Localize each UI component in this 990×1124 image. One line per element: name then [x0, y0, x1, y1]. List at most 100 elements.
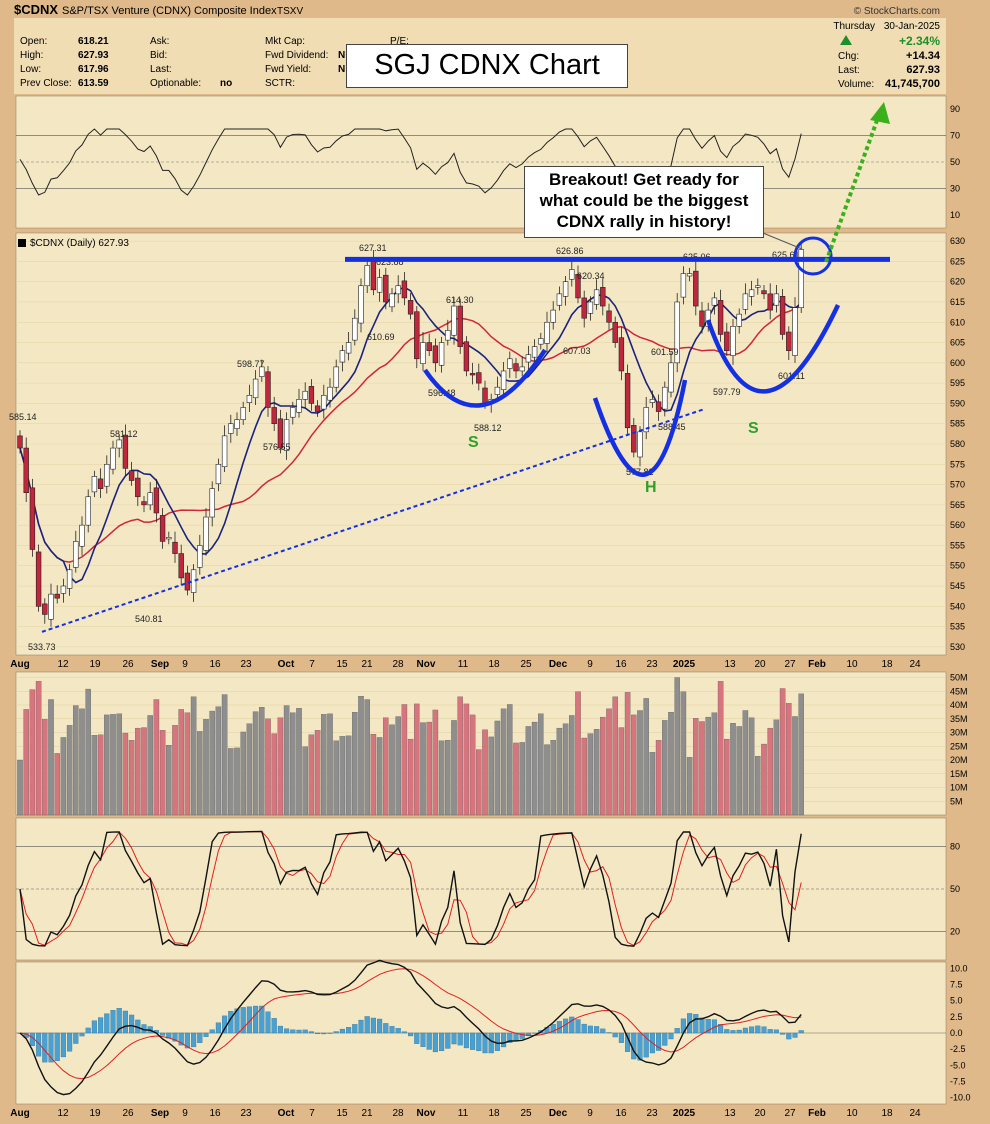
volume-bar [432, 709, 439, 816]
macd-histogram-bar [110, 1010, 116, 1034]
macd-tick-label: 5.0 [950, 996, 963, 1006]
candle-up [327, 386, 333, 401]
volume-bar [525, 726, 532, 816]
x-tick-label: Dec [549, 1108, 568, 1119]
volume-bar [209, 710, 215, 816]
volume-tick-label: 35M [950, 714, 968, 724]
macd-histogram-bar [662, 1032, 668, 1046]
header-fields-mid: Ask: Bid: Last: Optionable: no [150, 36, 232, 89]
candle-down [135, 477, 141, 498]
macd-histogram-bar [259, 1005, 265, 1034]
x-tick-label: Sep [151, 659, 169, 670]
volume-bar [488, 736, 494, 816]
oscillator-panel [16, 128, 946, 196]
price-tick-label: 580 [950, 439, 965, 449]
candle-up [79, 524, 85, 547]
moving-average-long [19, 305, 802, 563]
date-label: Thursday 30-Jan-2025 [833, 21, 940, 32]
price-legend: $CDNX (Daily) 627.93 [30, 238, 129, 249]
candle-up [562, 281, 569, 297]
macd-histogram-bar [470, 1032, 476, 1050]
volume-bar [172, 725, 178, 816]
candle-down [624, 373, 631, 429]
candle-up [85, 496, 91, 526]
macd-histogram-bar [618, 1032, 624, 1043]
volume-tick-label: 5M [950, 796, 963, 806]
macd-histogram-bar [377, 1018, 383, 1034]
volume-bar [345, 735, 352, 816]
x-tick-label: 27 [784, 659, 796, 670]
macd-tick-label: 10.0 [950, 963, 968, 973]
candle-up [649, 399, 656, 403]
volume-bar [215, 706, 222, 816]
candle-down [35, 551, 42, 607]
candle-down [457, 305, 463, 347]
breakout-callout: Breakout! Get ready for what could be th… [524, 166, 764, 238]
candle-down [17, 435, 23, 449]
candle-down [761, 290, 767, 295]
header-field-value: +14.34 [906, 50, 941, 62]
candle-up [228, 423, 234, 434]
macd-histogram-bar [42, 1032, 48, 1063]
macd-line [19, 959, 802, 1096]
candle-down [717, 300, 724, 335]
volume-bar [116, 713, 122, 816]
volume-bar [507, 704, 513, 816]
header-field-label: Open: [20, 36, 47, 47]
volume-bar [569, 715, 575, 816]
macd-histogram-bar [439, 1032, 445, 1052]
macd-histogram-bar [271, 1018, 277, 1034]
macd-histogram-bar [339, 1028, 345, 1034]
candle-up [730, 326, 736, 356]
legend-swatch [18, 239, 26, 247]
volume-bar [197, 731, 203, 816]
candle-down [23, 447, 29, 493]
volume-bar [153, 699, 160, 816]
candle-down [172, 541, 178, 554]
volume-bar [457, 696, 463, 816]
volume-panel [16, 677, 946, 816]
candle-up [321, 395, 327, 410]
candle-down [401, 280, 408, 299]
right-shoulder-arc [705, 304, 841, 394]
volume-bar [79, 708, 85, 816]
candle-down [463, 341, 470, 372]
candle-up [48, 593, 54, 620]
macd-histogram-bar [184, 1032, 190, 1049]
candle-up [209, 488, 215, 518]
macd-histogram-bar [91, 1020, 97, 1034]
x-tick-label: Feb [808, 1108, 826, 1119]
candle-down [29, 487, 36, 550]
candle-up [494, 386, 501, 395]
volume-bar [395, 716, 401, 816]
macd-histogram-bar [172, 1032, 178, 1042]
candle-up [525, 354, 532, 363]
candle-up [302, 390, 308, 400]
volume-bar [234, 747, 240, 816]
x-tick-label: 2025 [673, 659, 696, 670]
candle-up [587, 301, 594, 314]
volume-bar [593, 729, 600, 816]
volume-bar [494, 720, 501, 816]
volume-bar [643, 698, 649, 816]
candle-down [513, 363, 519, 372]
header-field-label: P/E: [390, 36, 409, 47]
candle-down [655, 401, 662, 412]
x-tick-label: Feb [808, 659, 826, 670]
price-annotation: 626.86 [556, 246, 584, 256]
price-annotation: 625.61 [772, 250, 800, 260]
volume-bar [135, 727, 141, 816]
volume-tick-label: 50M [950, 673, 968, 683]
annotations [41, 102, 890, 633]
candle-up [215, 463, 222, 485]
x-tick-label: 23 [240, 1108, 252, 1119]
breakout-circle [793, 236, 833, 276]
x-tick-label: 10 [846, 1108, 858, 1119]
header-field-label: High: [20, 50, 43, 61]
price-tick-label: 625 [950, 256, 965, 266]
volume-bar [296, 708, 302, 816]
volume-bar [438, 740, 445, 816]
volume-bar [17, 759, 23, 816]
volume-bar [668, 712, 674, 816]
macd-histogram-bar [215, 1022, 221, 1034]
